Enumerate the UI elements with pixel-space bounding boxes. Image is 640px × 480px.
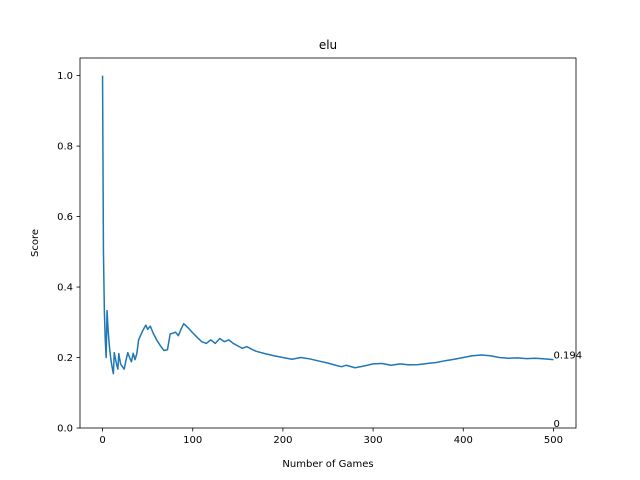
y-axis: 0.0 0.2 0.4 0.6 0.8 1.0	[57, 71, 80, 435]
y-tick-label: 0.8	[57, 142, 73, 153]
y-axis-label: Score	[30, 229, 41, 257]
y-tick-label: 0.2	[57, 353, 73, 364]
data-annotation: 0.194	[553, 351, 582, 362]
y-tick-label: 0.4	[57, 283, 73, 294]
y-tick-label: 0.6	[57, 212, 73, 223]
x-axis-label: Number of Games	[282, 459, 373, 470]
x-axis: 0 100 200 300 400 500	[99, 428, 563, 446]
chart-title: elu	[319, 38, 337, 52]
x-tick-label: 500	[544, 435, 563, 446]
x-tick-label: 0	[99, 435, 105, 446]
x-tick-label: 300	[364, 435, 383, 446]
x-tick-label: 200	[273, 435, 292, 446]
annotations: 0.194 0	[553, 351, 582, 430]
data-annotation: 0	[553, 419, 559, 430]
y-tick-label: 0.0	[57, 424, 73, 435]
x-tick-label: 100	[183, 435, 202, 446]
plot-marks	[101, 75, 554, 375]
series-line	[101, 75, 554, 375]
y-tick-label: 1.0	[57, 71, 73, 82]
plot-frame	[79, 57, 577, 429]
x-tick-label: 400	[454, 435, 473, 446]
